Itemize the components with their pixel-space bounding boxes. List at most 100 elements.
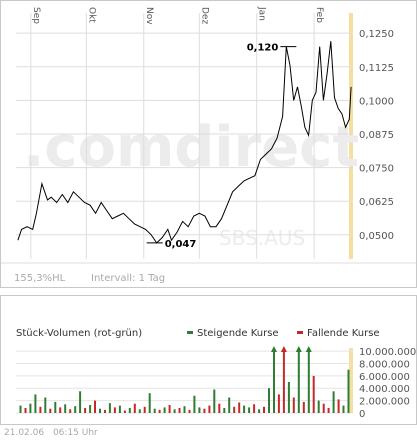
y-tick-label: 0,1125 xyxy=(359,63,394,74)
legend-label: Fallende Kurse xyxy=(307,328,380,339)
legend-swatch xyxy=(297,331,303,334)
volume-bar xyxy=(153,408,156,413)
y-tick-label: 2.000.000 xyxy=(359,397,410,408)
volume-bar xyxy=(268,388,270,413)
performance-label: 155,3%HL xyxy=(14,273,66,284)
volume-bar xyxy=(327,408,330,413)
volume-bar xyxy=(168,405,171,413)
y-tick-label: 8.000.000 xyxy=(359,359,410,370)
y-tick-label: 0,0500 xyxy=(359,231,394,242)
volume-bar xyxy=(253,404,256,413)
volume-bar xyxy=(49,408,52,413)
volume-bar xyxy=(178,408,181,413)
volume-chart-panel: Stück-Volumen (rot-grün) Steigende Kurse F… xyxy=(0,295,417,425)
low-annotation: 0,047 xyxy=(165,239,197,250)
volume-bar xyxy=(24,408,27,413)
volume-bar xyxy=(307,348,310,413)
volume-bar xyxy=(188,409,191,413)
volume-bar xyxy=(108,403,111,413)
price-chart: .comdirect SBS.AUS Sep Okt Nov Dez Jan Feb 0,125… xyxy=(1,6,416,284)
interval-label: Intervall: 1 Tag xyxy=(91,273,165,284)
volume-bar xyxy=(158,409,161,413)
volume-bar xyxy=(74,406,77,413)
volume-bar xyxy=(39,406,42,413)
watermark-logo: .comdirect xyxy=(23,115,359,180)
month-tick-label: Okt xyxy=(86,7,96,23)
latest-highlight-band xyxy=(349,348,353,413)
volume-bar xyxy=(238,402,241,413)
volume-bar xyxy=(59,407,62,413)
volume-bar xyxy=(128,408,131,413)
volume-bar xyxy=(54,401,57,413)
volume-bar xyxy=(292,397,295,413)
volume-bar xyxy=(332,391,335,413)
volume-bar xyxy=(118,405,121,413)
volume-bar xyxy=(44,397,47,413)
month-tick-label: Dez xyxy=(199,7,209,24)
volume-bar xyxy=(208,405,211,413)
y-tick-label: 0,0750 xyxy=(359,164,394,175)
volume-bar xyxy=(79,391,82,413)
y-tick-label: 0 xyxy=(359,409,365,420)
price-chart-panel: .comdirect SBS.AUS Sep Okt Nov Dez Jan Feb 0,125… xyxy=(0,0,417,288)
volume-bar xyxy=(193,395,196,413)
volume-bar xyxy=(282,348,285,413)
volume-bar xyxy=(263,406,265,413)
volume-bar xyxy=(243,405,246,413)
watermark-symbol: SBS.AUS xyxy=(219,226,305,250)
footer-time: 06:15 Uhr xyxy=(52,428,98,438)
volume-bar xyxy=(297,348,300,413)
volume-bar xyxy=(337,399,340,413)
volume-bar xyxy=(19,405,22,413)
volume-bar xyxy=(302,401,305,413)
volume-overflow-arrow xyxy=(305,346,312,352)
volume-bar xyxy=(213,389,216,413)
legend-label: Steigende Kurse xyxy=(197,328,279,339)
volume-bar xyxy=(133,403,136,413)
month-tick-label: Nov xyxy=(144,7,154,25)
y-tick-label: 6.000.000 xyxy=(359,372,410,383)
volume-bar xyxy=(287,382,290,413)
volume-bar xyxy=(228,397,231,413)
month-tick-label: Sep xyxy=(31,7,41,24)
volume-bar xyxy=(248,407,251,413)
volume-overflow-arrow xyxy=(270,346,277,352)
volume-bar xyxy=(347,369,350,413)
high-annotation: 0,120 xyxy=(247,43,279,54)
price-line xyxy=(17,41,352,244)
volume-bar xyxy=(99,408,101,413)
volume-bar xyxy=(34,394,37,413)
volume-bar xyxy=(322,403,325,413)
volume-bar xyxy=(258,409,261,413)
y-tick-label: 10.000.000 xyxy=(359,347,416,358)
y-tick-label: 0,1250 xyxy=(359,29,394,40)
volume-bar xyxy=(64,404,67,413)
volume-bar xyxy=(273,348,275,413)
volume-title: Stück-Volumen (rot-grün) xyxy=(16,328,142,339)
volume-bar xyxy=(148,393,151,413)
month-tick-label: Jan xyxy=(257,6,267,21)
footer: 21.02.06 06:15 Uhr xyxy=(4,428,104,438)
y-tick-label: 0,1000 xyxy=(359,96,394,107)
volume-bar xyxy=(123,410,126,413)
volume-bar xyxy=(138,409,141,413)
volume-bar xyxy=(233,406,236,413)
volume-bar xyxy=(312,375,315,413)
volume-overflow-arrow xyxy=(295,346,302,352)
volume-bar xyxy=(223,408,226,413)
y-tick-label: 0,0625 xyxy=(359,197,394,208)
volume-bar xyxy=(173,409,176,413)
volume-bar xyxy=(104,409,106,413)
footer-date: 21.02.06 xyxy=(4,428,45,438)
volume-bar xyxy=(29,403,32,413)
volume-bar xyxy=(143,406,146,413)
month-tick-label: Feb xyxy=(314,7,324,23)
volume-overflow-arrow xyxy=(280,346,287,352)
volume-bar xyxy=(94,400,96,413)
y-tick-label: 0,0875 xyxy=(359,130,394,141)
volume-bar xyxy=(113,407,116,413)
volume-bar xyxy=(89,405,92,413)
y-tick-label: 4.000.000 xyxy=(359,384,410,395)
volume-bar xyxy=(183,406,186,413)
volume-bar xyxy=(342,405,345,413)
